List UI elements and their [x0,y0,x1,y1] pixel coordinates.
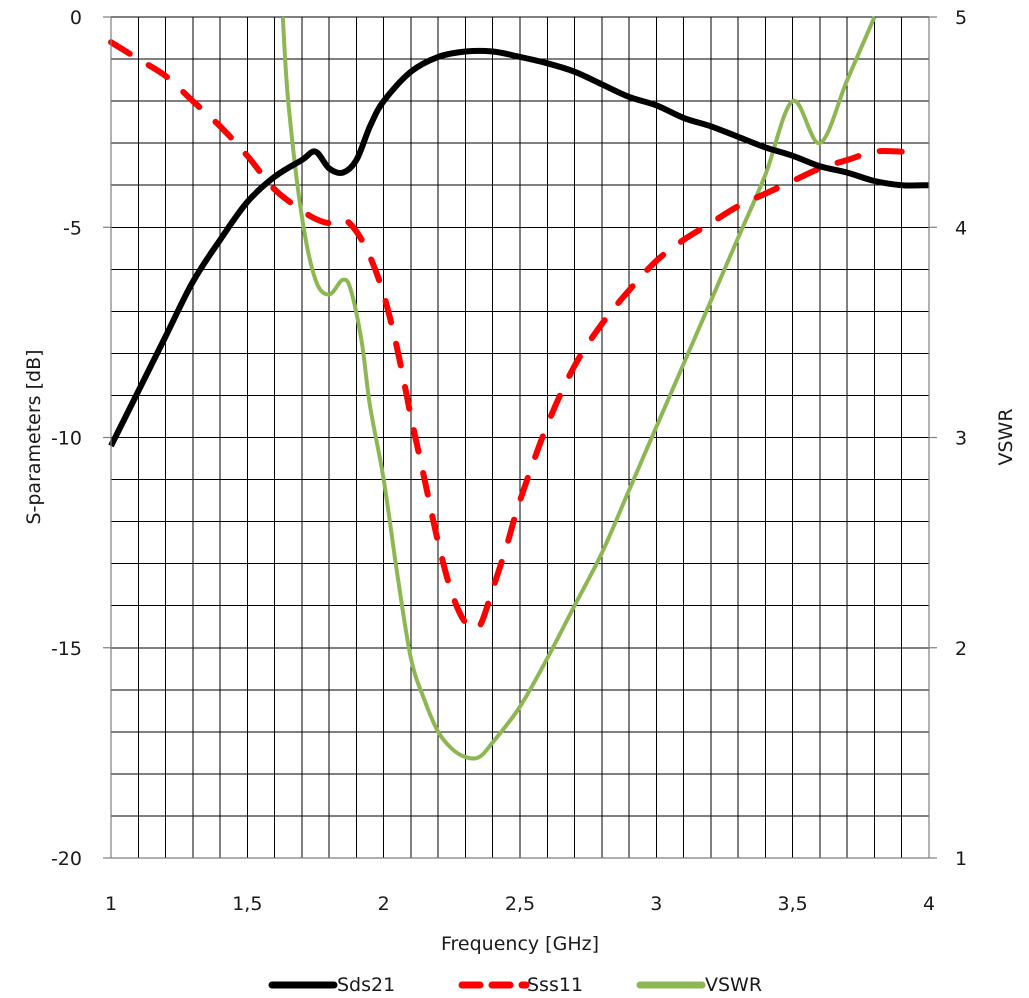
axes [103,16,937,859]
series-line-vswr [280,16,877,761]
y2-axis-title: VSWR [995,408,1017,465]
tick-labels: 1 1,5 2 2,5 3 3,5 4 0 -5 -10 -15 -20 5 4 3 2 1 [51,7,967,915]
legend-label-vswr: VSWR [705,974,762,996]
legend: Sds21 Sss11 VSWR [268,974,762,996]
y2-tick-label: 4 [955,217,967,239]
x-tick-label: 2,5 [505,893,535,915]
legend-label-sss11: Sss11 [527,974,583,996]
y2-tick-label: 5 [955,7,967,29]
x-axis-title: Frequency [GHz] [441,933,599,955]
legend-label-sds21: Sds21 [337,974,395,996]
series-line-sds21 [108,47,930,448]
y-tick-label: -10 [51,428,82,450]
x-tick-label: 3 [650,893,662,915]
x-tick-label: 2 [378,893,390,915]
x-tick-label: 1,5 [232,893,262,915]
series-line-sss11 [108,39,905,633]
y2-tick-label: 3 [955,428,967,450]
grid [110,16,930,859]
y-tick-label: -5 [63,217,82,239]
x-tick-label: 3,5 [778,893,808,915]
y2-tick-label: 1 [955,848,967,870]
y-tick-label: -15 [51,638,82,660]
x-tick-label: 4 [923,893,935,915]
y2-tick-label: 2 [955,638,967,660]
y-tick-label: -20 [51,848,82,870]
y-axis-title: S-parameters [dB] [23,349,45,524]
x-tick-label: 1 [105,893,117,915]
series-lines [108,16,930,761]
y-tick-label: 0 [70,7,82,29]
